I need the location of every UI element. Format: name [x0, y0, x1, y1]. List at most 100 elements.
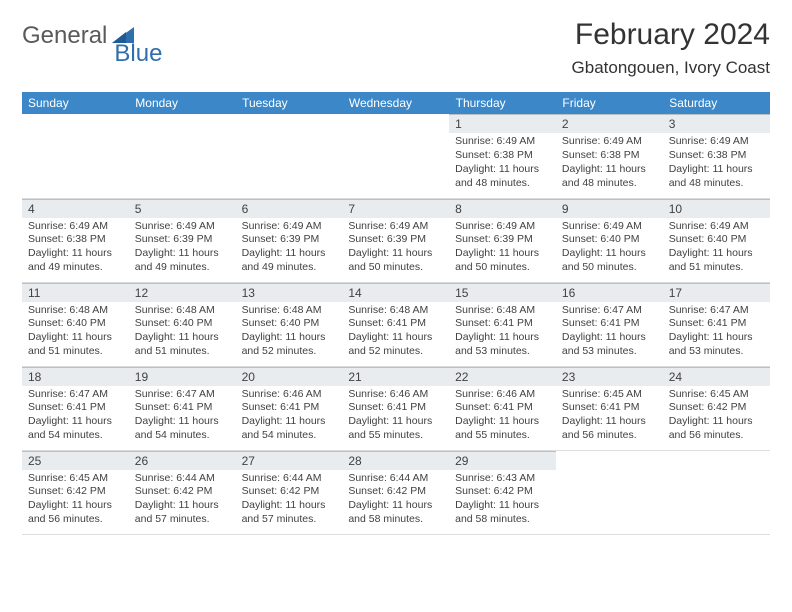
day-header: Saturday [663, 92, 770, 114]
calendar-day-cell: 14Sunrise: 6:48 AMSunset: 6:41 PMDayligh… [342, 282, 449, 366]
sunset-text: Sunset: 6:41 PM [455, 401, 550, 415]
day-info: Sunrise: 6:49 AMSunset: 6:38 PMDaylight:… [556, 133, 663, 194]
sunrise-text: Sunrise: 6:49 AM [348, 220, 443, 234]
sunrise-text: Sunrise: 6:49 AM [28, 220, 123, 234]
day-info: Sunrise: 6:49 AMSunset: 6:40 PMDaylight:… [556, 218, 663, 279]
daylight-text: Daylight: 11 hours and 56 minutes. [669, 415, 764, 443]
sunrise-text: Sunrise: 6:45 AM [562, 388, 657, 402]
daylight-text: Daylight: 11 hours and 58 minutes. [455, 499, 550, 527]
logo: General Blue [22, 22, 186, 50]
day-info: Sunrise: 6:49 AMSunset: 6:38 PMDaylight:… [449, 133, 556, 194]
daylight-text: Daylight: 11 hours and 49 minutes. [28, 247, 123, 275]
calendar-day-cell: 10Sunrise: 6:49 AMSunset: 6:40 PMDayligh… [663, 198, 770, 282]
calendar-day-cell: 8Sunrise: 6:49 AMSunset: 6:39 PMDaylight… [449, 198, 556, 282]
day-number: 1 [449, 114, 556, 133]
calendar-week-row: ........1Sunrise: 6:49 AMSunset: 6:38 PM… [22, 114, 770, 198]
day-number: 2 [556, 114, 663, 133]
day-info: Sunrise: 6:49 AMSunset: 6:39 PMDaylight:… [342, 218, 449, 279]
day-info: Sunrise: 6:47 AMSunset: 6:41 PMDaylight:… [556, 302, 663, 363]
daylight-text: Daylight: 11 hours and 57 minutes. [242, 499, 337, 527]
calendar-day-cell: 19Sunrise: 6:47 AMSunset: 6:41 PMDayligh… [129, 366, 236, 450]
day-number: 21 [342, 367, 449, 386]
calendar-day-cell: 1Sunrise: 6:49 AMSunset: 6:38 PMDaylight… [449, 114, 556, 198]
calendar-day-cell: .. [556, 450, 663, 534]
sunset-text: Sunset: 6:41 PM [28, 401, 123, 415]
day-info: Sunrise: 6:48 AMSunset: 6:40 PMDaylight:… [236, 302, 343, 363]
day-info: Sunrise: 6:48 AMSunset: 6:41 PMDaylight:… [449, 302, 556, 363]
sunrise-text: Sunrise: 6:46 AM [242, 388, 337, 402]
sunset-text: Sunset: 6:38 PM [669, 149, 764, 163]
sunset-text: Sunset: 6:38 PM [28, 233, 123, 247]
day-number: 10 [663, 199, 770, 218]
sunset-text: Sunset: 6:39 PM [455, 233, 550, 247]
day-number: 28 [342, 451, 449, 470]
calendar-day-cell: 2Sunrise: 6:49 AMSunset: 6:38 PMDaylight… [556, 114, 663, 198]
day-info: Sunrise: 6:49 AMSunset: 6:38 PMDaylight:… [22, 218, 129, 279]
sunset-text: Sunset: 6:41 PM [669, 317, 764, 331]
sunrise-text: Sunrise: 6:49 AM [455, 220, 550, 234]
daylight-text: Daylight: 11 hours and 54 minutes. [28, 415, 123, 443]
day-header: Monday [129, 92, 236, 114]
sunrise-text: Sunrise: 6:46 AM [348, 388, 443, 402]
calendar-day-cell: 13Sunrise: 6:48 AMSunset: 6:40 PMDayligh… [236, 282, 343, 366]
day-number: 9 [556, 199, 663, 218]
day-number: 23 [556, 367, 663, 386]
sunrise-text: Sunrise: 6:47 AM [562, 304, 657, 318]
day-info: Sunrise: 6:49 AMSunset: 6:39 PMDaylight:… [129, 218, 236, 279]
daylight-text: Daylight: 11 hours and 54 minutes. [135, 415, 230, 443]
month-title: February 2024 [572, 18, 770, 52]
calendar-day-cell: 21Sunrise: 6:46 AMSunset: 6:41 PMDayligh… [342, 366, 449, 450]
day-number: 25 [22, 451, 129, 470]
sunset-text: Sunset: 6:40 PM [562, 233, 657, 247]
calendar-day-cell: 17Sunrise: 6:47 AMSunset: 6:41 PMDayligh… [663, 282, 770, 366]
day-number: 29 [449, 451, 556, 470]
daylight-text: Daylight: 11 hours and 53 minutes. [455, 331, 550, 359]
daylight-text: Daylight: 11 hours and 56 minutes. [562, 415, 657, 443]
day-info: Sunrise: 6:46 AMSunset: 6:41 PMDaylight:… [449, 386, 556, 447]
sunset-text: Sunset: 6:41 PM [562, 317, 657, 331]
calendar-day-cell: .. [663, 450, 770, 534]
day-info: Sunrise: 6:46 AMSunset: 6:41 PMDaylight:… [342, 386, 449, 447]
daylight-text: Daylight: 11 hours and 50 minutes. [348, 247, 443, 275]
daylight-text: Daylight: 11 hours and 50 minutes. [562, 247, 657, 275]
day-number: 19 [129, 367, 236, 386]
day-info: Sunrise: 6:48 AMSunset: 6:41 PMDaylight:… [342, 302, 449, 363]
day-number: 5 [129, 199, 236, 218]
sunrise-text: Sunrise: 6:44 AM [135, 472, 230, 486]
calendar-day-cell: 6Sunrise: 6:49 AMSunset: 6:39 PMDaylight… [236, 198, 343, 282]
day-number: 12 [129, 283, 236, 302]
sunrise-text: Sunrise: 6:46 AM [455, 388, 550, 402]
sunset-text: Sunset: 6:41 PM [455, 317, 550, 331]
calendar-day-cell: 23Sunrise: 6:45 AMSunset: 6:41 PMDayligh… [556, 366, 663, 450]
calendar-day-cell: 26Sunrise: 6:44 AMSunset: 6:42 PMDayligh… [129, 450, 236, 534]
day-info: Sunrise: 6:46 AMSunset: 6:41 PMDaylight:… [236, 386, 343, 447]
day-info: Sunrise: 6:49 AMSunset: 6:39 PMDaylight:… [236, 218, 343, 279]
day-header-row: Sunday Monday Tuesday Wednesday Thursday… [22, 92, 770, 114]
day-info: Sunrise: 6:47 AMSunset: 6:41 PMDaylight:… [22, 386, 129, 447]
day-header: Tuesday [236, 92, 343, 114]
sunset-text: Sunset: 6:42 PM [669, 401, 764, 415]
calendar-day-cell: 18Sunrise: 6:47 AMSunset: 6:41 PMDayligh… [22, 366, 129, 450]
day-number: 26 [129, 451, 236, 470]
day-header: Sunday [22, 92, 129, 114]
sunset-text: Sunset: 6:41 PM [348, 401, 443, 415]
day-header: Thursday [449, 92, 556, 114]
daylight-text: Daylight: 11 hours and 55 minutes. [348, 415, 443, 443]
daylight-text: Daylight: 11 hours and 50 minutes. [455, 247, 550, 275]
day-info: Sunrise: 6:45 AMSunset: 6:42 PMDaylight:… [663, 386, 770, 447]
calendar-day-cell: .. [129, 114, 236, 198]
calendar-day-cell: 7Sunrise: 6:49 AMSunset: 6:39 PMDaylight… [342, 198, 449, 282]
sunrise-text: Sunrise: 6:47 AM [669, 304, 764, 318]
calendar-day-cell: 15Sunrise: 6:48 AMSunset: 6:41 PMDayligh… [449, 282, 556, 366]
sunrise-text: Sunrise: 6:48 AM [28, 304, 123, 318]
sunrise-text: Sunrise: 6:48 AM [348, 304, 443, 318]
calendar-day-cell: 27Sunrise: 6:44 AMSunset: 6:42 PMDayligh… [236, 450, 343, 534]
sunrise-text: Sunrise: 6:47 AM [135, 388, 230, 402]
sunrise-text: Sunrise: 6:44 AM [348, 472, 443, 486]
sunrise-text: Sunrise: 6:49 AM [562, 220, 657, 234]
calendar-day-cell: .. [22, 114, 129, 198]
sunset-text: Sunset: 6:41 PM [348, 317, 443, 331]
day-number: 6 [236, 199, 343, 218]
sunrise-text: Sunrise: 6:49 AM [242, 220, 337, 234]
daylight-text: Daylight: 11 hours and 51 minutes. [135, 331, 230, 359]
